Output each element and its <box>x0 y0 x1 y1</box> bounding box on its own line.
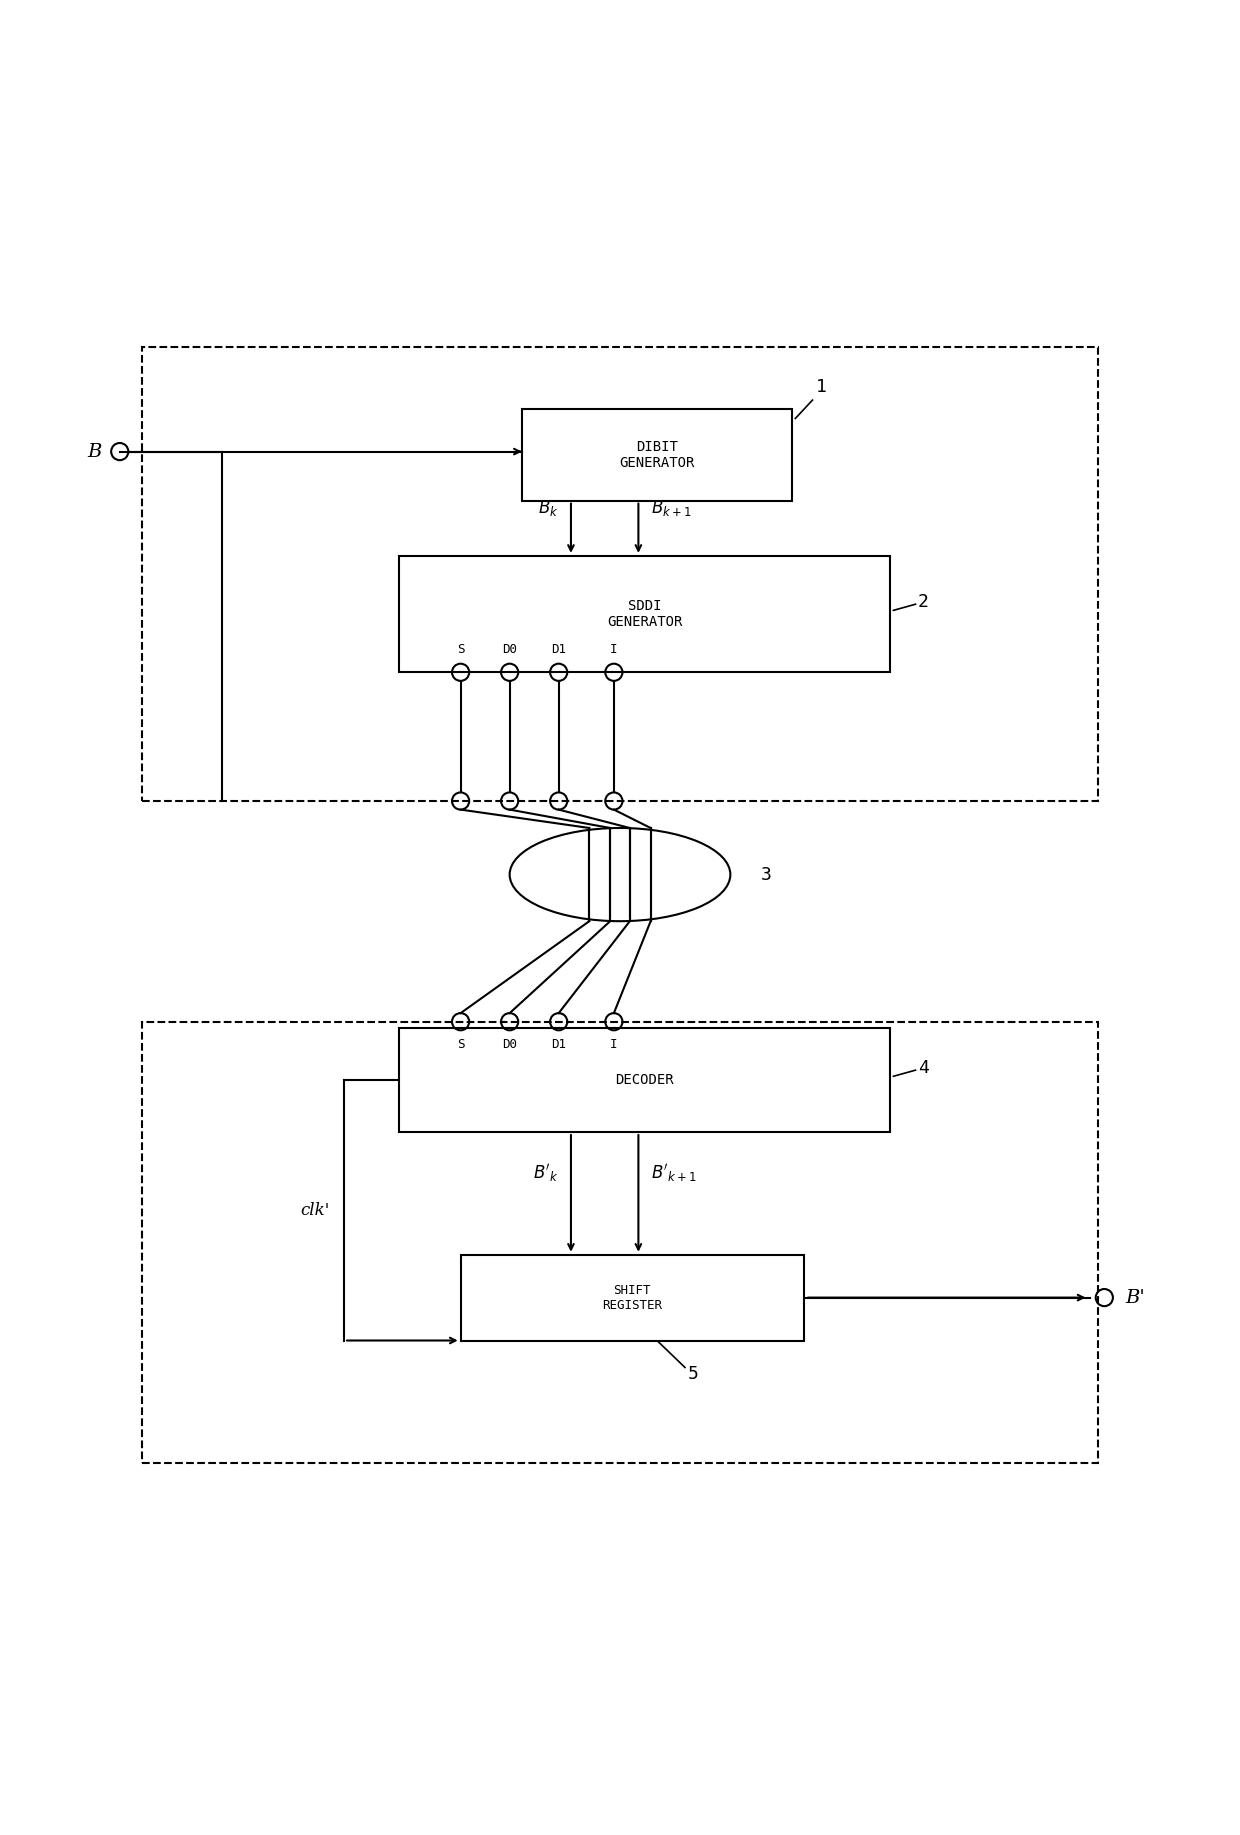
Text: SDDI
GENERATOR: SDDI GENERATOR <box>606 598 682 629</box>
Bar <box>460 1255 804 1341</box>
Text: S: S <box>456 1037 464 1051</box>
Text: SHIFT
REGISTER: SHIFT REGISTER <box>603 1284 662 1312</box>
Text: S: S <box>456 644 464 657</box>
Text: I: I <box>610 1037 618 1051</box>
Text: $B_k$: $B_k$ <box>538 499 559 519</box>
Text: DECODER: DECODER <box>615 1073 673 1086</box>
Text: D0: D0 <box>502 644 517 657</box>
Text: $B'_k$: $B'_k$ <box>533 1162 559 1184</box>
Text: $B_{k+1}$: $B_{k+1}$ <box>651 499 692 519</box>
Text: 3: 3 <box>761 866 771 884</box>
Text: D0: D0 <box>502 1037 517 1051</box>
Text: 1: 1 <box>816 378 827 396</box>
Text: 5: 5 <box>687 1365 698 1382</box>
Text: 4: 4 <box>918 1059 929 1077</box>
Ellipse shape <box>510 828 730 921</box>
Bar <box>399 556 890 672</box>
Text: D1: D1 <box>552 1037 567 1051</box>
Bar <box>141 1022 1099 1462</box>
Text: 2: 2 <box>918 593 929 611</box>
Text: I: I <box>610 644 618 657</box>
Bar <box>399 1028 890 1132</box>
Text: D1: D1 <box>552 644 567 657</box>
Bar <box>141 347 1099 802</box>
Text: DIBIT
GENERATOR: DIBIT GENERATOR <box>619 440 694 470</box>
Text: B: B <box>87 442 102 461</box>
Text: clk': clk' <box>300 1202 330 1218</box>
Text: B': B' <box>1125 1288 1145 1307</box>
Bar <box>522 409 791 501</box>
Text: $B'_{k+1}$: $B'_{k+1}$ <box>651 1162 697 1184</box>
